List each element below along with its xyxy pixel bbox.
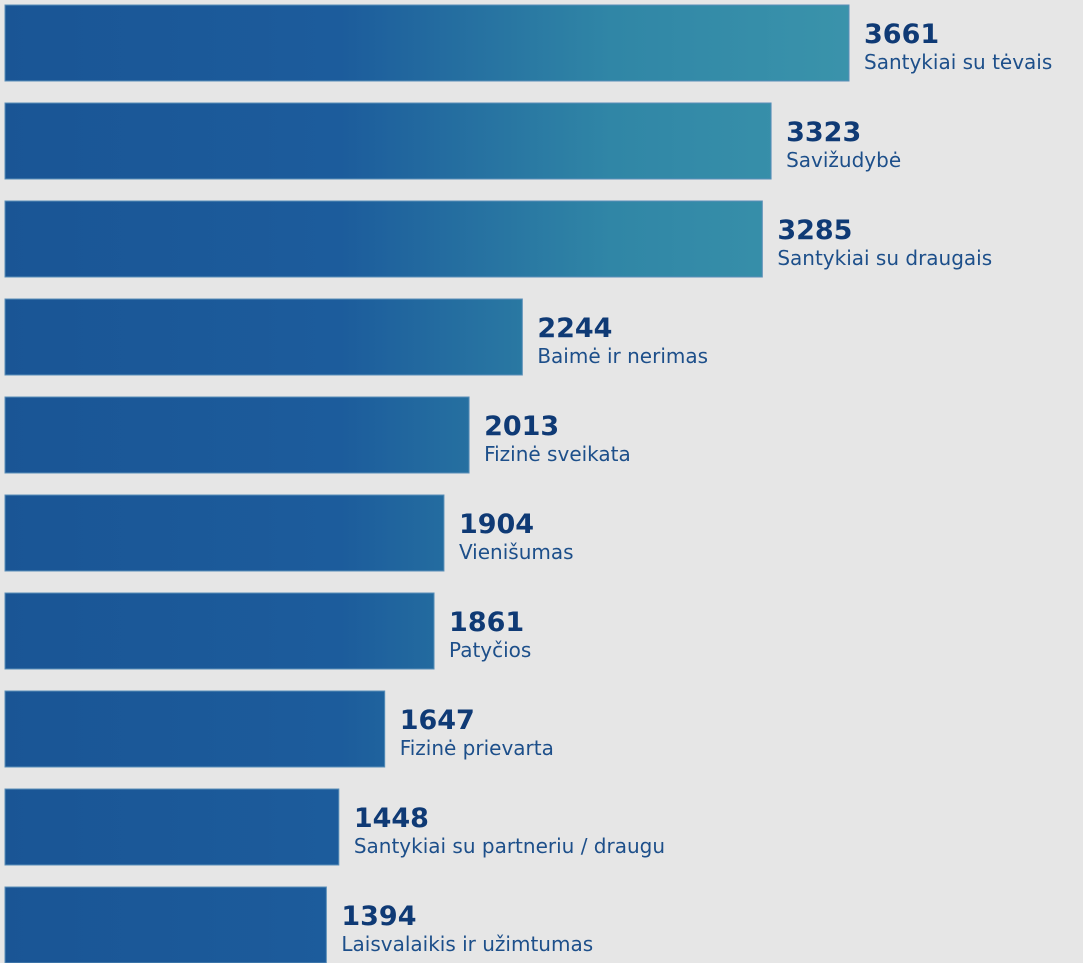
category-label: Santykiai su draugais bbox=[777, 246, 992, 270]
bar bbox=[4, 690, 386, 768]
category-label: Vienišumas bbox=[459, 540, 574, 564]
bar bbox=[4, 592, 435, 670]
bar bbox=[4, 494, 445, 572]
bar bbox=[4, 788, 340, 866]
bar bbox=[4, 396, 470, 474]
category-label: Fizinė prievarta bbox=[400, 736, 554, 760]
value-label: 1861 bbox=[449, 607, 524, 638]
bar bbox=[4, 4, 850, 82]
category-label: Fizinė sveikata bbox=[484, 442, 631, 466]
value-label: 1904 bbox=[459, 509, 534, 540]
bar bbox=[4, 102, 772, 180]
value-label: 1647 bbox=[400, 705, 475, 736]
bar bbox=[4, 200, 763, 278]
category-label: Santykiai su tėvais bbox=[864, 50, 1052, 74]
category-label: Savižudybė bbox=[786, 148, 901, 172]
category-label: Patyčios bbox=[449, 638, 531, 662]
bar bbox=[4, 886, 327, 963]
value-label: 2013 bbox=[484, 411, 559, 442]
bar bbox=[4, 298, 523, 376]
category-label: Baimė ir nerimas bbox=[537, 344, 708, 368]
value-label: 3285 bbox=[777, 215, 852, 246]
value-label: 2244 bbox=[537, 313, 612, 344]
value-label: 3661 bbox=[864, 19, 939, 50]
value-label: 1448 bbox=[354, 803, 429, 834]
category-label: Laisvalaikis ir užimtumas bbox=[341, 932, 593, 956]
category-label: Santykiai su partneriu / draugu bbox=[354, 834, 665, 858]
value-label: 3323 bbox=[786, 117, 861, 148]
value-label: 1394 bbox=[341, 901, 416, 932]
